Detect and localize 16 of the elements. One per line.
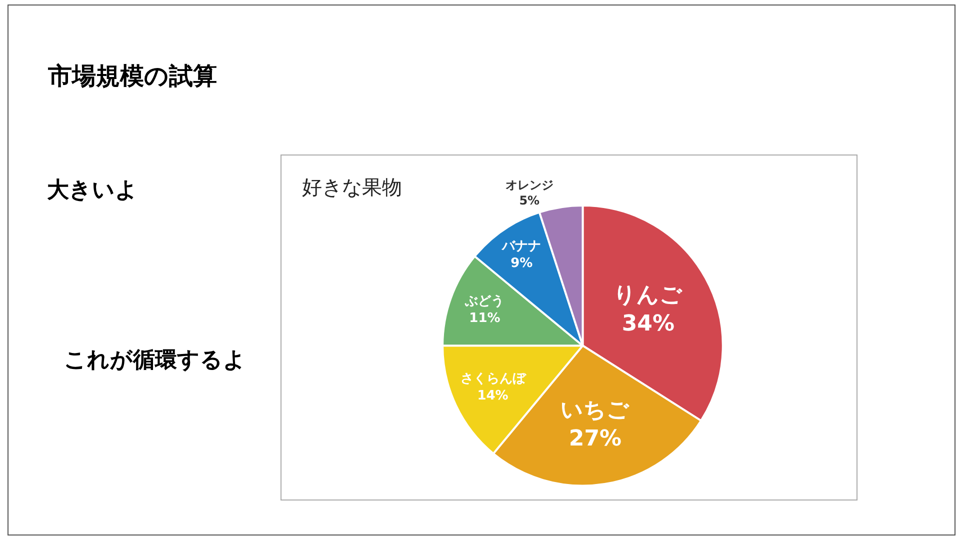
text: 大きいよ [47,178,138,203]
data-label: 5% [519,194,540,208]
data-label: 34% [622,311,675,336]
data-label: 14% [477,388,508,404]
data-label: 11% [469,311,500,326]
slice-label: さくらんぼ [460,372,528,387]
slice-label: ぶどう [464,294,504,310]
text: これが循環するよ [64,348,246,373]
slice-label: オレンジ [505,178,554,192]
slice-label: りんご [614,282,683,308]
slice-label: いちご [560,398,630,423]
slice-label: バナナ [501,239,542,254]
chart-title: 好きな果物 [302,175,402,199]
text: 市場規模の試算 [47,62,217,90]
data-label: 27% [568,426,622,452]
data-label: 9% [510,256,533,271]
